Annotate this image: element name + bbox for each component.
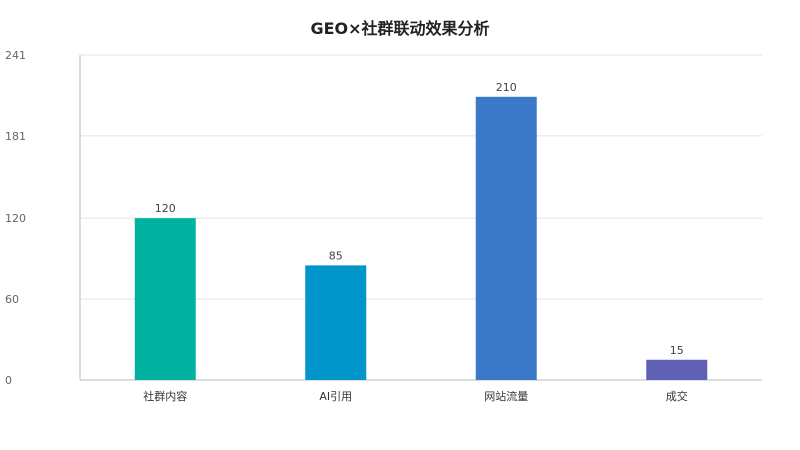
- y-tick-label: 0: [5, 374, 12, 387]
- x-category-label: 社群内容: [143, 389, 187, 403]
- y-tick-label: 241: [5, 49, 26, 62]
- x-category-label: AI引用: [319, 389, 352, 403]
- y-tick-label: 60: [5, 293, 19, 306]
- y-tick-label: 181: [5, 130, 26, 143]
- data-label: 85: [329, 249, 343, 262]
- data-label: 210: [496, 81, 517, 94]
- x-category-label: 网站流量: [484, 389, 528, 403]
- bar: [476, 97, 537, 380]
- x-category-label: 成交: [666, 389, 688, 403]
- y-tick-label: 120: [5, 212, 26, 225]
- data-label: 120: [155, 202, 176, 215]
- data-label: 15: [670, 344, 684, 357]
- bar: [305, 265, 366, 380]
- bar: [135, 218, 196, 380]
- bar: [646, 360, 707, 380]
